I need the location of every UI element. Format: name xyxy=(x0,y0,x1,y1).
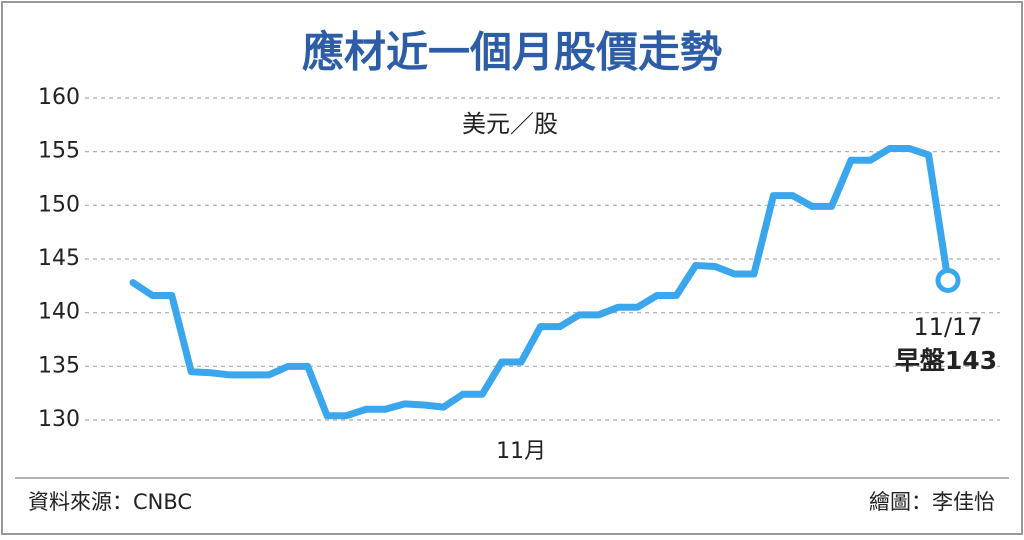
credit: 繪圖：李佳怡 xyxy=(869,490,995,514)
annotation-date: 11/17 xyxy=(913,313,982,341)
y-tick-label: 145 xyxy=(38,246,80,271)
x-tick-label: 11月 xyxy=(496,439,546,464)
annotation-text: 早盤143 xyxy=(895,346,997,375)
source: 資料來源：CNBC xyxy=(28,490,192,514)
y-tick-label: 140 xyxy=(38,300,80,325)
y-axis-label: 美元／股 xyxy=(462,110,558,138)
chart-title: 應材近一個月股價走勢 xyxy=(302,28,722,77)
y-tick-label: 155 xyxy=(38,139,80,164)
y-tick-label: 135 xyxy=(38,353,80,378)
y-tick-label: 130 xyxy=(38,407,80,432)
price-line xyxy=(129,144,952,420)
y-tick-label: 160 xyxy=(38,85,80,110)
y-tick-label: 150 xyxy=(38,192,80,217)
end-marker xyxy=(935,267,961,293)
